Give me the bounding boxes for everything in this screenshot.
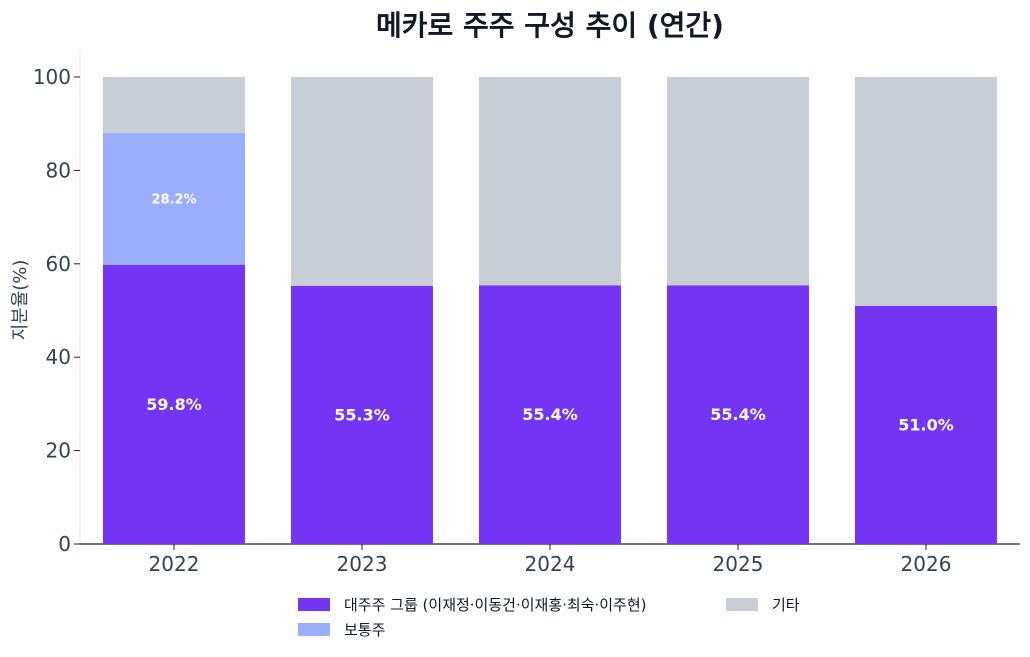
bar-segment bbox=[855, 305, 997, 544]
x-tick-label: 2024 bbox=[525, 552, 576, 576]
chart-title: 메카로 주주 구성 추이 (연간) bbox=[376, 9, 724, 42]
legend-swatch bbox=[726, 598, 758, 611]
data-label: 55.3% bbox=[334, 405, 390, 424]
x-tick-label: 2026 bbox=[901, 552, 952, 576]
data-label: 28.2% bbox=[151, 192, 196, 207]
y-tick-label: 0 bbox=[58, 532, 71, 556]
legend-swatch bbox=[298, 623, 330, 636]
data-label: 55.4% bbox=[710, 405, 766, 424]
bar-segment bbox=[103, 77, 245, 134]
bar-segment bbox=[667, 285, 809, 544]
x-tick-label: 2022 bbox=[149, 552, 200, 576]
y-tick-label: 40 bbox=[46, 345, 71, 369]
data-label: 59.8% bbox=[146, 395, 202, 414]
data-label: 55.4% bbox=[522, 405, 578, 424]
legend-label: 보통주 bbox=[344, 621, 385, 639]
y-tick-label: 20 bbox=[46, 439, 71, 463]
x-tick-label: 2023 bbox=[337, 552, 388, 576]
bar-segment bbox=[479, 77, 621, 286]
bar-segment bbox=[291, 77, 433, 286]
plot-area: 0 20 40 60 80 100 59.8% 28.2% 2022 55.3% 2023 55.4%… bbox=[33, 52, 1020, 576]
bar-segment bbox=[103, 133, 245, 265]
bar-segment bbox=[291, 285, 433, 544]
data-label: 51.0% bbox=[898, 416, 954, 435]
bar-segment bbox=[855, 77, 997, 306]
y-tick-label: 100 bbox=[33, 65, 71, 89]
y-tick-label: 80 bbox=[46, 158, 71, 182]
legend-swatch bbox=[298, 598, 330, 611]
y-tick-label: 60 bbox=[46, 252, 71, 276]
legend-label: 기타 bbox=[772, 596, 800, 614]
y-axis-label: 지분율(%) bbox=[10, 260, 31, 341]
x-tick-label: 2025 bbox=[713, 552, 764, 576]
bar-segment bbox=[103, 264, 245, 544]
legend: 대주주 그룹 (이재정·이동건·이재홍·최숙·이주현) 보통주 기타 bbox=[298, 596, 800, 639]
bar-segment bbox=[479, 285, 621, 544]
bar-segment bbox=[667, 77, 809, 286]
legend-label: 대주주 그룹 (이재정·이동건·이재홍·최숙·이주현) bbox=[344, 596, 647, 614]
